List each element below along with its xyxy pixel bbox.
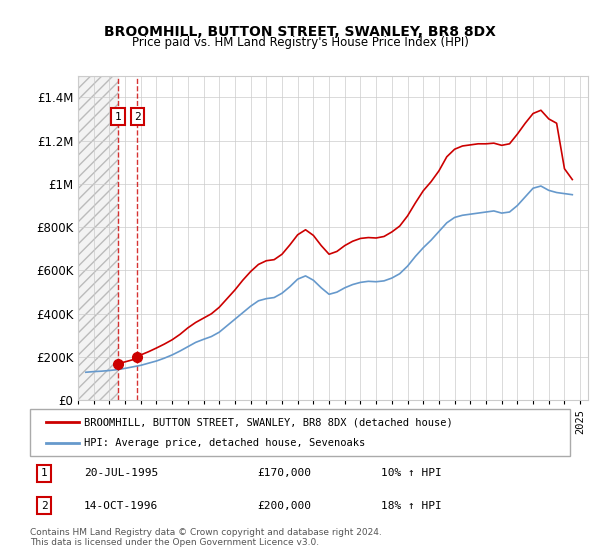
Bar — [78, 76, 118, 400]
Text: 18% ↑ HPI: 18% ↑ HPI — [381, 501, 442, 511]
Bar — [78, 76, 118, 400]
Text: Contains HM Land Registry data © Crown copyright and database right 2024.
This d: Contains HM Land Registry data © Crown c… — [30, 528, 382, 547]
Text: £200,000: £200,000 — [257, 501, 311, 511]
Text: 2: 2 — [134, 112, 141, 122]
Text: BROOMHILL, BUTTON STREET, SWANLEY, BR8 8DX: BROOMHILL, BUTTON STREET, SWANLEY, BR8 8… — [104, 25, 496, 39]
Text: BROOMHILL, BUTTON STREET, SWANLEY, BR8 8DX (detached house): BROOMHILL, BUTTON STREET, SWANLEY, BR8 8… — [84, 417, 453, 427]
Text: 2: 2 — [41, 501, 47, 511]
Text: HPI: Average price, detached house, Sevenoaks: HPI: Average price, detached house, Seve… — [84, 438, 365, 448]
Text: Price paid vs. HM Land Registry's House Price Index (HPI): Price paid vs. HM Land Registry's House … — [131, 36, 469, 49]
Text: 14-OCT-1996: 14-OCT-1996 — [84, 501, 158, 511]
Text: £170,000: £170,000 — [257, 468, 311, 478]
Text: 1: 1 — [41, 468, 47, 478]
Text: 20-JUL-1995: 20-JUL-1995 — [84, 468, 158, 478]
FancyBboxPatch shape — [30, 409, 570, 456]
Text: 10% ↑ HPI: 10% ↑ HPI — [381, 468, 442, 478]
Text: 1: 1 — [115, 112, 121, 122]
